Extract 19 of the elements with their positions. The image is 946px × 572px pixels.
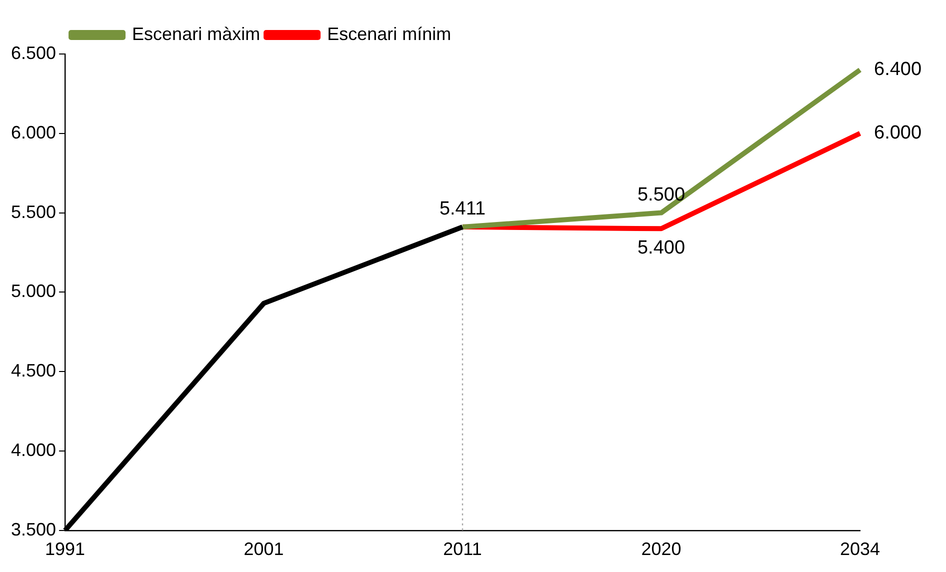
y-tick-label: 4.500 — [10, 360, 56, 381]
y-tick-label: 3.500 — [10, 519, 56, 540]
x-tick-label: 1991 — [45, 539, 86, 560]
y-tick-label: 6.500 — [10, 42, 56, 63]
data-label: 5.411 — [439, 198, 486, 220]
data-label: 6.000 — [874, 122, 922, 144]
y-tick-label: 6.000 — [10, 122, 56, 142]
legend-label: Escenari mínim — [327, 24, 452, 44]
data-label: 5.500 — [637, 184, 686, 206]
x-tick-label: 2011 — [443, 539, 482, 560]
y-tick-label: 4.000 — [10, 440, 56, 460]
legend-label: Escenari màxim — [132, 24, 260, 44]
y-tick-label: 5.000 — [10, 281, 56, 302]
x-tick-label: 2020 — [641, 539, 682, 560]
x-tick-label: 2001 — [244, 539, 284, 560]
x-tick-label: 2034 — [840, 539, 880, 560]
y-tick-label: 5.500 — [10, 202, 56, 222]
data-label: 6.400 — [874, 59, 922, 80]
data-label: 5.400 — [637, 237, 686, 258]
